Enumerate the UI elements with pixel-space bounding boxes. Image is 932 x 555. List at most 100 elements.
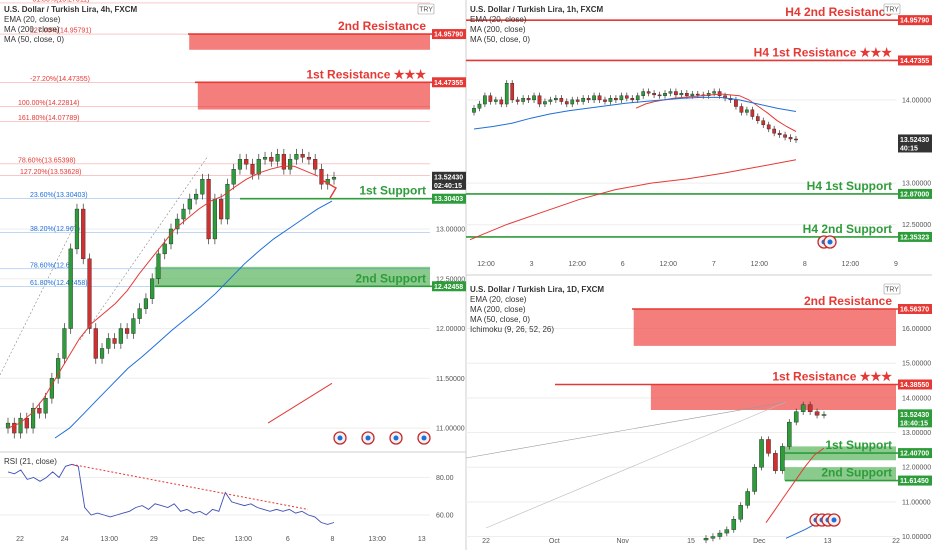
candle-body xyxy=(483,95,487,105)
rsi-trend-line xyxy=(71,463,309,510)
fib-label: 127.00%(14.95791) xyxy=(30,28,92,35)
x-tick-label: 29 xyxy=(150,536,158,543)
chart-title: U.S. Dollar / Turkish Lira, 4h, FXCM xyxy=(4,5,138,14)
price-tag-countdown: 02:40:15 xyxy=(434,183,462,190)
candle-body xyxy=(766,124,771,130)
price-tag-label: 12.40700 xyxy=(900,451,929,458)
indicator-label: Ichimoku (9, 26, 52, 26) xyxy=(470,325,554,334)
indicator-label: MA (50, close, 0) xyxy=(470,315,530,324)
candle-body xyxy=(788,137,793,140)
panel-2: 16.00000 15.00000 14.00000 13.00000 12.00000… xyxy=(465,283,932,545)
candle-body xyxy=(219,198,224,220)
candle-body xyxy=(581,98,585,102)
fib-label: -61.80%(15.27011) xyxy=(30,0,89,3)
price-tag xyxy=(898,409,932,428)
support-zone xyxy=(154,266,431,287)
price-tag-label: 14.95790 xyxy=(900,18,929,25)
x-tick-label: 6 xyxy=(621,261,625,268)
x-tick-label: 12:00 xyxy=(842,261,860,268)
candle-body xyxy=(93,328,98,359)
candle-body xyxy=(766,439,771,454)
x-tick-label: 12:00 xyxy=(568,261,586,268)
indicator-label: EMA (20, close) xyxy=(470,15,527,24)
price-tag xyxy=(432,29,466,40)
candle-body xyxy=(206,178,211,240)
candle-body xyxy=(793,411,799,423)
candle-body xyxy=(690,93,695,96)
candle-body xyxy=(269,157,274,162)
currency-badge xyxy=(883,283,901,295)
event-flag-dot xyxy=(421,435,427,441)
x-tick-label: Nov xyxy=(616,538,629,545)
candle-body xyxy=(131,318,136,334)
currency-label: TRY xyxy=(885,7,899,14)
ema-line xyxy=(7,165,319,429)
candle-body xyxy=(24,417,29,429)
candle-body xyxy=(262,157,268,160)
candle-body xyxy=(306,157,312,160)
candle-body xyxy=(187,198,192,210)
candle-body xyxy=(761,120,766,126)
price-tag xyxy=(432,77,466,88)
candle-body xyxy=(125,328,130,334)
price-tag-label: 12.87000 xyxy=(900,191,929,198)
indicator-label: MA (50, close, 0) xyxy=(4,35,64,44)
ma200-line xyxy=(469,159,797,241)
x-tick-label: 9 xyxy=(894,261,898,268)
event-flag-dot xyxy=(365,435,371,441)
candle-body xyxy=(175,218,180,230)
candle-body xyxy=(143,298,149,309)
x-tick-label: 12:00 xyxy=(751,261,769,268)
currency-badge xyxy=(417,3,435,15)
x-tick-label: 15 xyxy=(687,538,695,545)
price-tag-label: 12.42458 xyxy=(434,284,463,291)
ma50-line xyxy=(473,96,797,130)
indicator-label: MA (200, close) xyxy=(470,305,526,314)
y-tick-label: 12.00000 xyxy=(436,326,465,333)
candle-body xyxy=(18,417,23,434)
rsi-label: RSI (21, close) xyxy=(4,457,57,466)
candle-body xyxy=(281,154,286,170)
x-tick-label: 3 xyxy=(530,261,534,268)
candle-body xyxy=(663,93,667,96)
event-flag-dot xyxy=(831,517,837,523)
candle-body xyxy=(641,91,646,96)
x-tick-label: 22 xyxy=(16,536,24,543)
trend-line xyxy=(79,155,209,341)
candle-body xyxy=(526,98,531,101)
rsi-tick-label: 80.00 xyxy=(436,475,454,482)
x-tick-label: 13 xyxy=(418,536,426,543)
candle-body xyxy=(37,407,42,414)
candle-body xyxy=(679,93,684,96)
candle-body xyxy=(731,519,737,530)
candle-body xyxy=(200,178,205,195)
candle-body xyxy=(703,538,709,541)
price-tag-label: 16.56370 xyxy=(900,306,929,313)
candle-body xyxy=(807,404,813,412)
currency-label: TRY xyxy=(419,7,433,14)
candle-body xyxy=(759,439,764,468)
y-tick-label: 12.50000 xyxy=(902,222,931,229)
fib-label: 78.60%(13.65398) xyxy=(18,157,76,164)
y-tick-label: 11.00000 xyxy=(902,499,931,506)
x-tick-label: 13:00 xyxy=(234,536,252,543)
candle-body xyxy=(739,106,744,113)
y-tick-label: 14.00000 xyxy=(902,395,931,402)
price-tag xyxy=(898,15,932,26)
candle-body xyxy=(331,177,337,180)
candle-body xyxy=(814,411,820,416)
candle-body xyxy=(706,93,711,96)
candle-body xyxy=(608,98,613,102)
x-tick-label: 22 xyxy=(482,538,490,545)
candle-body xyxy=(773,453,778,471)
candle-body xyxy=(724,529,730,534)
candle-body xyxy=(12,422,17,434)
candle-body xyxy=(81,208,86,260)
candle-body xyxy=(738,505,743,520)
candle-body xyxy=(624,95,629,99)
ma50-line xyxy=(54,200,333,439)
candle-body xyxy=(30,407,36,429)
candle-body xyxy=(181,208,186,220)
candle-body xyxy=(244,159,249,165)
candle-body xyxy=(275,154,280,162)
